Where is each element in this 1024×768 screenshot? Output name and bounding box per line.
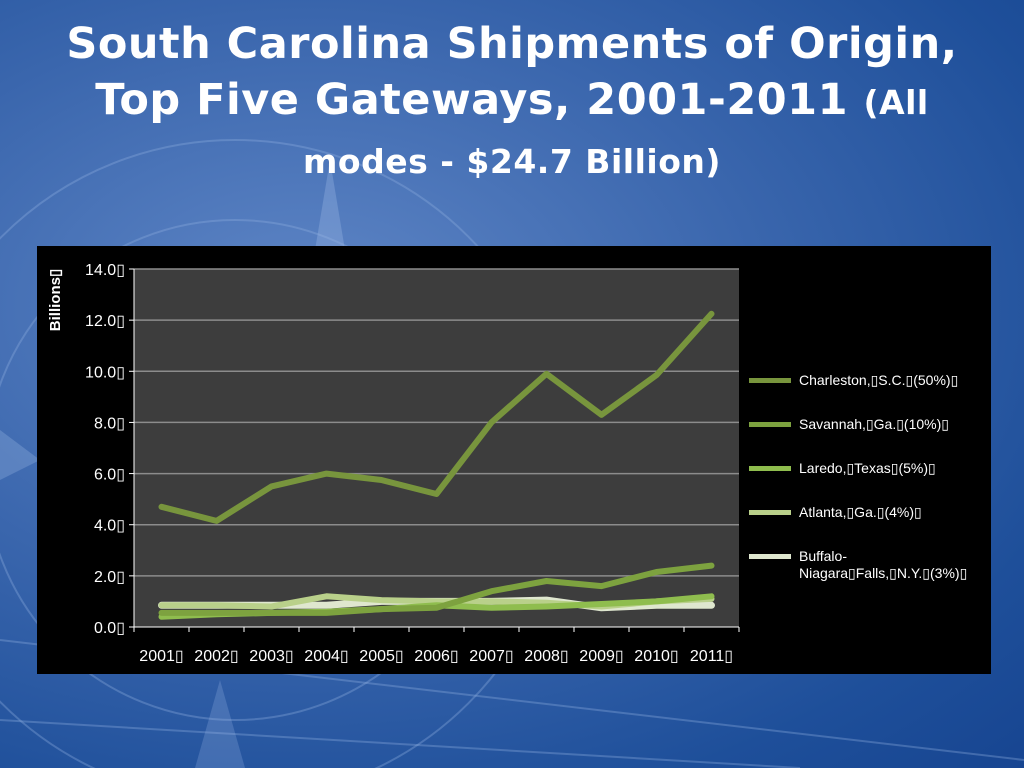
legend-label: Laredo,▯Texas▯(5%)▯: [799, 460, 936, 476]
legend-swatch: [749, 466, 791, 471]
x-tick-label: 2005▯: [359, 648, 403, 665]
y-tick-label: 10.0▯: [85, 364, 125, 381]
x-tick-label: 2002▯: [194, 648, 238, 665]
chart-legend: Charleston,▯S.C.▯(50%)▯ Savannah,▯Ga.▯(10…: [749, 372, 989, 592]
y-axis-label: Billions▯: [47, 269, 64, 331]
y-tick-label: 8.0▯: [94, 415, 125, 432]
series-line-2: [158, 562, 715, 616]
x-tick-label: 2001▯: [139, 648, 183, 665]
series-line-1: [158, 310, 715, 524]
legend-item: Buffalo-Niagara▯Falls,▯N.Y.▯(3%)▯: [749, 548, 989, 592]
x-tick-label: 2003▯: [249, 648, 293, 665]
y-tick-label: 2.0▯: [94, 569, 125, 586]
x-tick-label: 2011▯: [690, 648, 733, 665]
x-tick-label: 2007▯: [469, 648, 513, 665]
title-main: South Carolina Shipments of Origin, Top …: [66, 19, 958, 125]
legend-swatch: [749, 422, 791, 427]
y-tick-label: 14.0▯: [85, 262, 125, 279]
legend-item: Atlanta,▯Ga.▯(4%)▯: [749, 504, 989, 548]
legend-swatch: [749, 554, 791, 559]
legend-swatch: [749, 378, 791, 383]
plot-area: [134, 269, 739, 627]
legend-item: Savannah,▯Ga.▯(10%)▯: [749, 416, 989, 460]
y-tick-label: 12.0▯: [85, 313, 125, 330]
y-tick-label: 6.0▯: [94, 467, 125, 484]
x-tick-label: 2009▯: [579, 648, 623, 665]
legend-swatch: [749, 510, 791, 515]
x-tick-label: 2008▯: [524, 648, 568, 665]
slide-title: South Carolina Shipments of Origin, Top …: [40, 16, 984, 190]
x-tick-label: 2010▯: [634, 648, 678, 665]
legend-label: Savannah,▯Ga.▯(10%)▯: [799, 416, 949, 432]
chart-container: 0.0▯ 2.0▯ 4.0▯ 6.0▯ 8.0▯ 10.0▯ 12.0▯ 14.0▯ 2001▯…: [37, 246, 991, 674]
legend-item: Laredo,▯Texas▯(5%)▯: [749, 460, 989, 504]
legend-label: Atlanta,▯Ga.▯(4%)▯: [799, 504, 922, 520]
title-subtitle: (All modes - $24.7 Billion): [303, 83, 929, 181]
y-tick-label: 0.0▯: [94, 620, 125, 637]
x-tick-label: 2006▯: [414, 648, 458, 665]
legend-label: Buffalo-Niagara▯Falls,▯N.Y.▯(3%)▯: [799, 548, 968, 581]
y-tick-label: 4.0▯: [94, 518, 125, 535]
legend-item: Charleston,▯S.C.▯(50%)▯: [749, 372, 989, 416]
x-tick-label: 2004▯: [304, 648, 348, 665]
legend-label: Charleston,▯S.C.▯(50%)▯: [799, 372, 959, 388]
line-chart: 0.0▯ 2.0▯ 4.0▯ 6.0▯ 8.0▯ 10.0▯ 12.0▯ 14.0▯ 2001▯…: [47, 262, 740, 665]
